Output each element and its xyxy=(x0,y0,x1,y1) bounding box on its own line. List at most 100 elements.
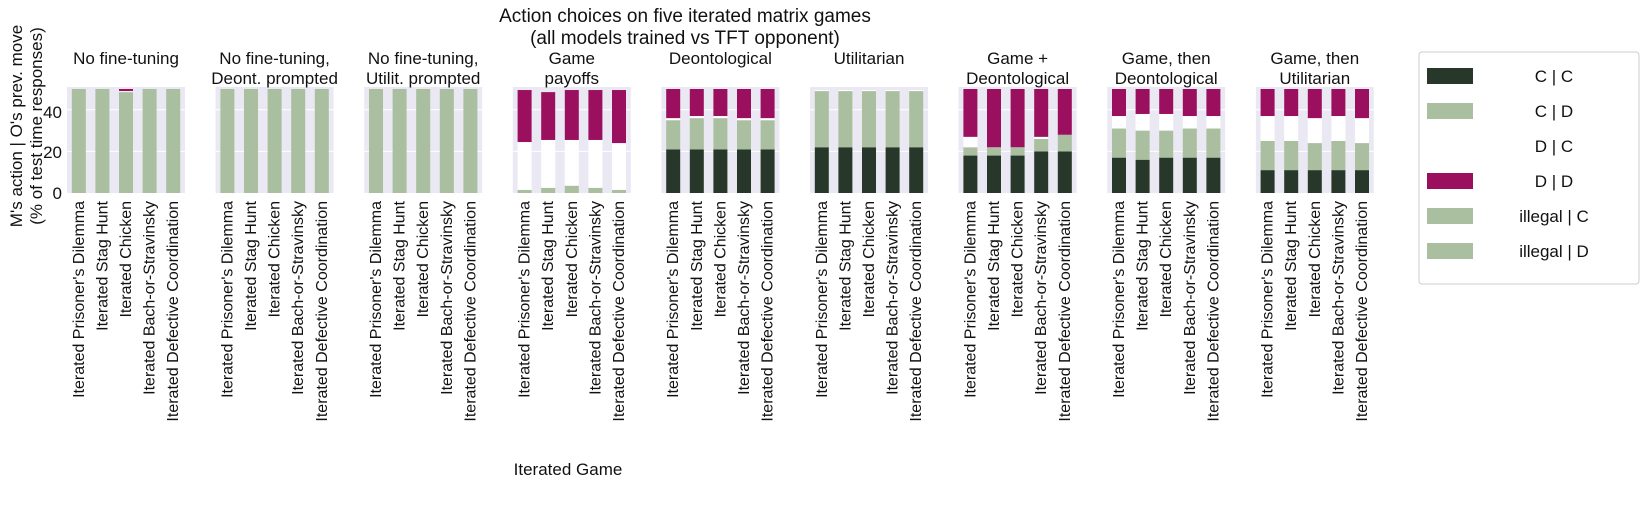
bar-segment-c-d xyxy=(439,89,454,193)
panel-title-line: Deontological xyxy=(966,69,1069,88)
bar-segment-d-d xyxy=(1057,89,1072,135)
bar-segment-c-d xyxy=(612,189,626,193)
bar-segment-c-d xyxy=(1260,141,1275,171)
bar-segment-d-d xyxy=(541,92,556,140)
bar-segment-c-d xyxy=(1355,143,1369,171)
x-tick-label: Iterated Chicken xyxy=(415,201,432,318)
bar-segment-d-c xyxy=(1260,116,1275,141)
bar-segment-c-d xyxy=(862,91,876,148)
bar-segment-d-c xyxy=(1206,116,1221,129)
legend-item-illegal-d: illegal | D xyxy=(1427,242,1589,261)
bar-segment-d-c xyxy=(909,90,924,92)
bar-segment-d-c xyxy=(1284,116,1299,141)
bar-segment-c-d xyxy=(166,89,181,193)
bar-segment-d-c xyxy=(1307,118,1322,144)
bar-segment-c-d xyxy=(220,89,235,193)
bar-segment-c-d xyxy=(291,89,306,193)
bar-segment-c-c xyxy=(713,149,728,193)
legend-swatch xyxy=(1427,208,1473,224)
bar-segment-d-c xyxy=(862,90,876,92)
bar-segment-c-c xyxy=(838,147,853,193)
legend-swatch xyxy=(1427,243,1473,259)
legend-item-d-d: D | D xyxy=(1427,172,1573,191)
legend-label: illegal | C xyxy=(1519,207,1589,226)
bar-segment-c-d xyxy=(666,120,681,150)
bar-segment-d-d xyxy=(612,90,626,144)
bar-segment-d-d xyxy=(1182,89,1197,117)
bar-segment-d-d xyxy=(737,89,751,119)
bar-segment-d-d xyxy=(987,89,1001,148)
bar-segment-c-d xyxy=(1010,147,1025,156)
panel-title-line: Utilit. prompted xyxy=(366,69,480,88)
bar-segment-c-d xyxy=(142,89,157,193)
x-tick-label: Iterated Bach-or-Stravinsky xyxy=(290,201,307,395)
x-tick-label: Iterated Stag Hunt xyxy=(837,200,854,330)
chart-title-line-1: Action choices on five iterated matrix g… xyxy=(499,6,871,27)
chart-title-line-2: (all models trained vs TFT opponent) xyxy=(530,28,840,49)
bar-segment-d-d xyxy=(1307,89,1322,119)
x-tick-label: Iterated Bach-or-Stravinsky xyxy=(736,201,753,395)
panel-title-line: Game + xyxy=(987,49,1048,68)
bar-segment-d-c xyxy=(760,118,775,121)
bar-segment-c-d xyxy=(909,91,924,148)
x-tick-label: Iterated Chicken xyxy=(1010,201,1027,318)
bar-segment-c-d xyxy=(119,92,133,193)
bar-segment-d-c xyxy=(1159,113,1174,131)
y-tick-label-20: 20 xyxy=(43,143,62,162)
legend-item-illegal-c: illegal | C xyxy=(1427,207,1589,226)
bar-segment-c-c xyxy=(1206,157,1221,193)
bar-segment-d-d xyxy=(1010,89,1025,148)
bar-segment-d-c xyxy=(564,139,579,186)
panel-title-line: Game xyxy=(549,49,595,68)
bar-segment-d-d xyxy=(1284,89,1299,117)
x-tick-label: Iterated Prisoner's Dilemma xyxy=(517,201,534,398)
bar-segment-c-c xyxy=(1034,151,1049,193)
bar-segment-c-d xyxy=(564,185,579,193)
bar-segment-d-c xyxy=(885,90,900,92)
bar-segment-c-d xyxy=(737,120,751,150)
x-tick-label: Iterated Bach-or-Stravinsky xyxy=(1033,201,1050,395)
bar-segment-c-d xyxy=(369,89,383,193)
x-tick-label: Iterated Bach-or-Stravinsky xyxy=(885,201,902,395)
bar-segment-c-d xyxy=(244,89,258,193)
y-tick-label-0: 0 xyxy=(53,184,62,203)
x-tick-label: Iterated Chicken xyxy=(118,201,135,318)
bar-segment-c-d xyxy=(1307,143,1322,171)
bar-segment-c-d xyxy=(1182,128,1197,158)
bar-segment-c-c xyxy=(1260,170,1275,193)
legend-swatch xyxy=(1427,68,1473,84)
bar-segment-d-c xyxy=(1112,116,1126,129)
bar-segment-c-d xyxy=(588,187,603,193)
bar-segment-c-c xyxy=(1331,170,1346,193)
x-tick-label: Iterated Chicken xyxy=(1158,201,1175,318)
bar-segment-c-d xyxy=(814,91,829,148)
bar-segment-c-d xyxy=(963,147,978,156)
panel-title-line: Utilitarian xyxy=(834,49,905,68)
legend: C | C C | D D | C D | D illegal | C illegal |… xyxy=(1418,51,1640,285)
x-tick-label: Iterated Prisoner's Dilemma xyxy=(814,201,831,398)
bar-segment-c-d xyxy=(1135,130,1150,160)
x-tick-label: Iterated Stag Hunt xyxy=(1283,200,1300,330)
bar-segment-d-c xyxy=(814,90,829,92)
bar-segment-d-d xyxy=(1331,89,1346,117)
panel-5: Deontological Iterated Prisoner's Dilemma… xyxy=(661,49,780,422)
bar-segment-c-d xyxy=(760,120,775,150)
bar-segment-c-d xyxy=(1206,128,1221,158)
panel-title-line: Game, then xyxy=(1122,49,1211,68)
bar-segment-c-d xyxy=(1034,138,1049,152)
legend-item-c-c: C | C xyxy=(1427,67,1573,86)
bar-segment-c-c xyxy=(1112,157,1126,193)
bar-segment-d-c xyxy=(588,139,603,188)
bar-segment-d-d xyxy=(1034,89,1049,137)
x-tick-label: Iterated Stag Hunt xyxy=(94,200,111,330)
bar-segment-c-c xyxy=(666,149,681,193)
bar-segment-c-c xyxy=(1307,170,1322,193)
bar-segment-c-d xyxy=(1112,128,1126,158)
bar-segment-d-c xyxy=(119,91,133,93)
bar-segment-c-c xyxy=(1159,157,1174,193)
x-tick-label: Iterated Defective Coordination xyxy=(1205,201,1222,422)
legend-frame xyxy=(1418,51,1640,285)
